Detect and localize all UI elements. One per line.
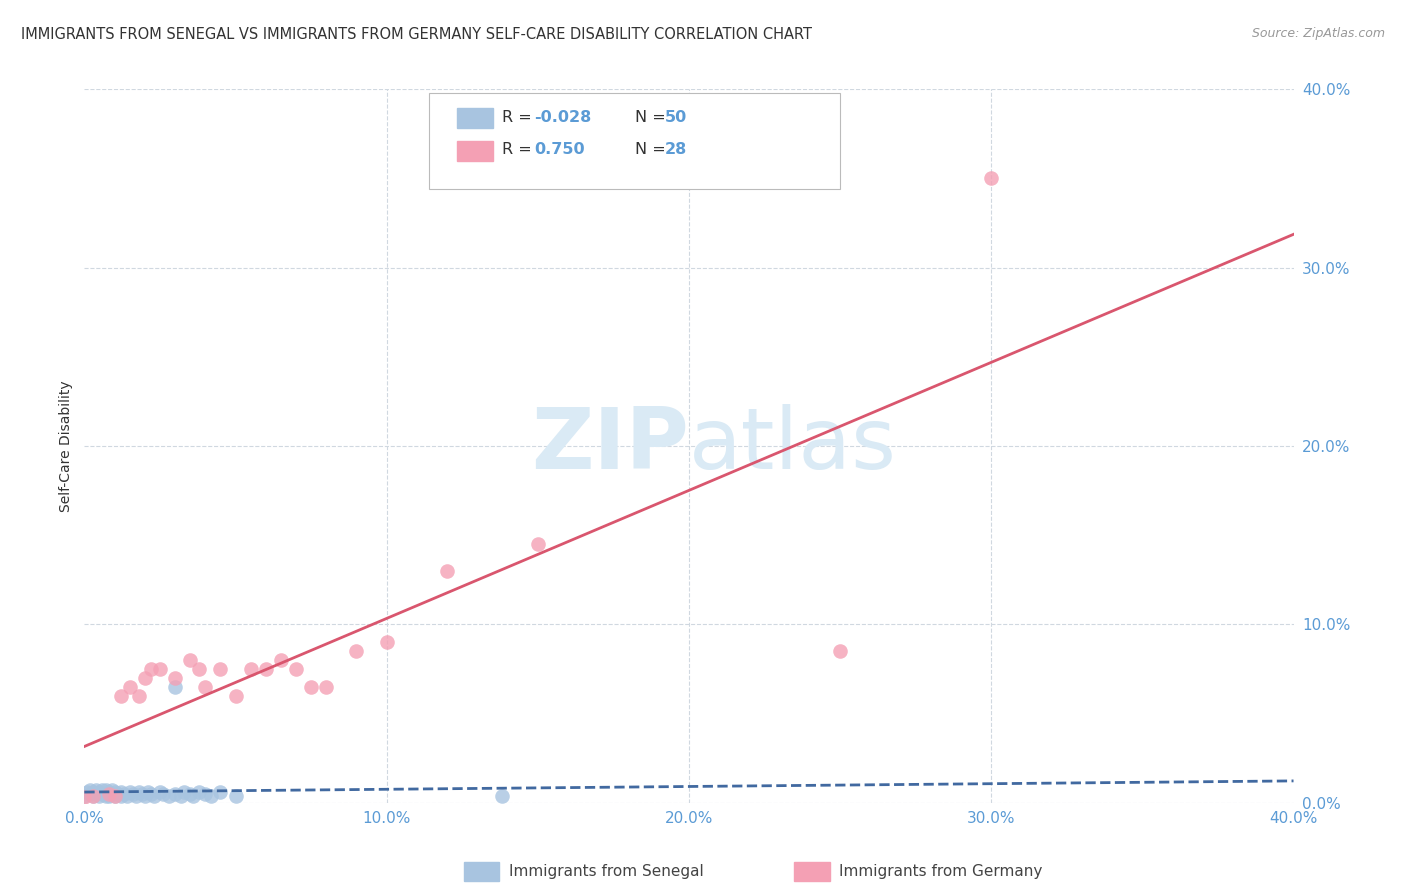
Point [157, 789, 180, 803]
Point [315, 680, 337, 694]
Point [225, 789, 247, 803]
Point [170, 789, 193, 803]
Point [188, 785, 211, 799]
Point [209, 785, 232, 799]
Point [194, 787, 217, 801]
Point [125, 789, 148, 803]
Point [118, 785, 141, 799]
Point [97, 785, 120, 799]
Point [104, 785, 127, 799]
Point [118, 680, 141, 694]
Point [121, 787, 143, 801]
Point [165, 787, 187, 801]
Point [94, 787, 117, 801]
Point [112, 787, 135, 801]
Y-axis label: Self-Care Disability: Self-Care Disability [59, 380, 73, 512]
Point [239, 662, 262, 676]
Point [527, 537, 550, 551]
Point [134, 671, 156, 685]
Point [165, 671, 187, 685]
Text: 28: 28 [665, 143, 688, 157]
Point [134, 789, 156, 803]
Point [104, 789, 127, 803]
Point [179, 653, 201, 667]
Point [107, 787, 129, 801]
Point [173, 785, 195, 799]
Point [94, 789, 117, 803]
Text: atlas: atlas [689, 404, 897, 488]
Point [115, 789, 138, 803]
Text: N =: N = [634, 111, 671, 125]
Point [128, 785, 150, 799]
Point [346, 644, 368, 658]
Point [179, 787, 201, 801]
Text: Immigrants from Senegal: Immigrants from Senegal [509, 864, 704, 879]
Point [100, 787, 122, 801]
Point [139, 787, 162, 801]
Point [436, 564, 458, 578]
Point [149, 662, 172, 676]
Point [299, 680, 322, 694]
Point [181, 789, 204, 803]
Point [139, 662, 162, 676]
Text: 0.750: 0.750 [534, 143, 585, 157]
Text: Source: ZipAtlas.com: Source: ZipAtlas.com [1251, 27, 1385, 40]
Text: R =: R = [502, 143, 537, 157]
Text: 50: 50 [665, 111, 688, 125]
Point [270, 653, 292, 667]
Point [104, 789, 127, 803]
Point [82, 789, 104, 803]
Point [94, 783, 117, 797]
Point [980, 171, 1002, 186]
Point [128, 689, 150, 703]
Point [136, 785, 159, 799]
Point [89, 789, 111, 803]
Text: N =: N = [634, 143, 671, 157]
Text: IMMIGRANTS FROM SENEGAL VS IMMIGRANTS FROM GERMANY SELF-CARE DISABILITY CORRELAT: IMMIGRANTS FROM SENEGAL VS IMMIGRANTS FR… [21, 27, 813, 42]
Point [110, 785, 132, 799]
Point [194, 680, 217, 694]
Point [89, 785, 111, 799]
FancyBboxPatch shape [457, 109, 494, 128]
Point [97, 787, 120, 801]
Text: ZIP: ZIP [531, 404, 689, 488]
Point [188, 662, 211, 676]
Point [86, 787, 108, 801]
Point [79, 783, 101, 797]
Point [73, 789, 96, 803]
Point [73, 790, 96, 805]
Point [110, 789, 132, 803]
Point [285, 662, 308, 676]
FancyBboxPatch shape [457, 141, 494, 161]
Point [91, 783, 114, 797]
Point [86, 783, 108, 797]
Point [100, 783, 122, 797]
Point [225, 689, 247, 703]
Text: -0.028: -0.028 [534, 111, 592, 125]
Text: R =: R = [502, 111, 537, 125]
Point [375, 635, 398, 649]
Point [152, 787, 174, 801]
Point [830, 644, 852, 658]
Point [110, 689, 132, 703]
Point [200, 789, 222, 803]
Point [82, 789, 104, 803]
Point [76, 785, 98, 799]
Point [142, 789, 165, 803]
FancyBboxPatch shape [429, 93, 841, 189]
Point [491, 789, 513, 803]
Point [91, 787, 114, 801]
Point [82, 785, 104, 799]
Point [131, 787, 153, 801]
Point [254, 662, 277, 676]
Point [149, 785, 172, 799]
Point [165, 680, 187, 694]
Point [97, 789, 120, 803]
Text: Immigrants from Germany: Immigrants from Germany [839, 864, 1043, 879]
Point [209, 662, 232, 676]
Point [79, 787, 101, 801]
